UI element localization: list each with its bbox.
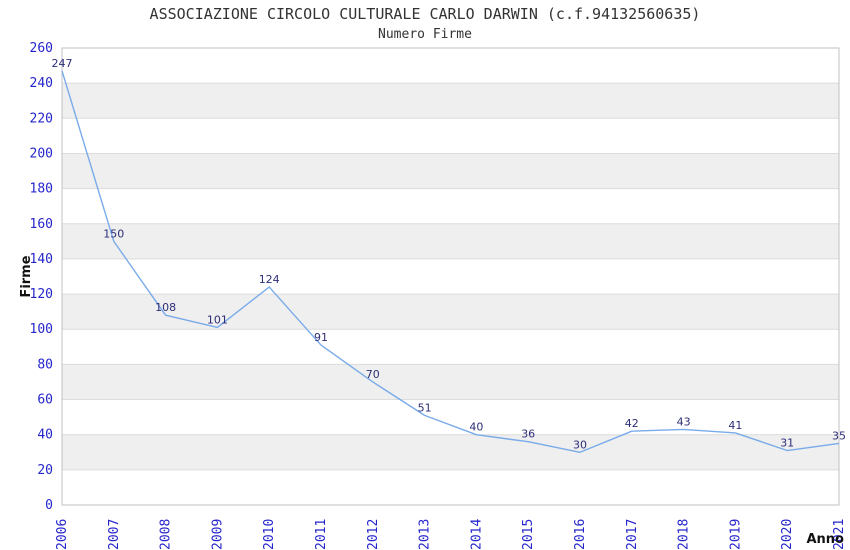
x-tick-label: 2008 — [159, 519, 174, 550]
x-tick-label: 2020 — [780, 519, 795, 550]
plot-band — [62, 294, 839, 330]
y-tick-label: 140 — [30, 252, 53, 267]
plot-band — [62, 434, 839, 470]
data-point-label: 108 — [155, 301, 176, 314]
data-point-label: 42 — [625, 417, 639, 430]
x-axis-title: Anno — [806, 532, 844, 547]
x-tick-label: 2015 — [521, 519, 536, 550]
data-point-label: 70 — [366, 368, 380, 381]
plot-band — [62, 83, 839, 119]
x-tick-label: 2016 — [573, 519, 588, 550]
plot-band — [62, 153, 839, 189]
data-point-label: 41 — [728, 419, 742, 432]
data-point-label: 101 — [207, 313, 228, 326]
x-tick-label: 2006 — [55, 519, 70, 550]
plot-band — [62, 223, 839, 259]
chart-subtitle: Numero Firme — [378, 27, 472, 42]
y-tick-label: 120 — [30, 287, 53, 302]
y-tick-label: 40 — [37, 428, 53, 443]
x-tick-label: 2019 — [728, 519, 743, 550]
data-point-label: 43 — [677, 415, 691, 428]
data-point-label: 150 — [103, 227, 124, 240]
y-axis-title: Firme — [19, 255, 34, 297]
x-tick-label: 2017 — [625, 519, 640, 550]
y-tick-label: 180 — [30, 182, 53, 197]
x-tick-label: 2011 — [314, 519, 329, 550]
x-tick-label: 2013 — [418, 519, 433, 550]
x-tick-label: 2007 — [107, 519, 122, 550]
y-tick-label: 200 — [30, 146, 53, 161]
x-tick-label: 2012 — [366, 519, 381, 550]
data-point-label: 35 — [832, 429, 846, 442]
y-tick-label: 20 — [37, 463, 53, 478]
data-point-label: 31 — [780, 437, 794, 450]
x-tick-label: 2014 — [469, 519, 484, 550]
x-tick-label: 2010 — [262, 519, 277, 550]
chart-title: ASSOCIAZIONE CIRCOLO CULTURALE CARLO DAR… — [149, 5, 701, 23]
y-tick-label: 0 — [45, 498, 53, 513]
x-tick-label: 2018 — [677, 519, 692, 550]
x-tick-label: 2009 — [210, 519, 225, 550]
plot-border — [61, 47, 840, 506]
data-point-label: 124 — [259, 273, 280, 286]
y-tick-label: 240 — [30, 76, 53, 91]
plot-band — [62, 364, 839, 400]
x-tick-label: 2021 — [832, 519, 847, 550]
y-tick-label: 100 — [30, 322, 53, 337]
y-tick-label: 80 — [37, 357, 53, 372]
data-point-label: 30 — [573, 438, 587, 451]
y-tick-label: 260 — [30, 41, 53, 56]
y-tick-label: 60 — [37, 393, 53, 408]
y-tick-label: 220 — [30, 111, 53, 126]
series-line — [61, 70, 840, 453]
data-point-label: 247 — [52, 57, 73, 70]
data-point-label: 51 — [418, 401, 432, 414]
y-tick-label: 160 — [30, 217, 53, 232]
data-point-label: 40 — [469, 421, 483, 434]
data-point-label: 91 — [314, 331, 328, 344]
data-point-label: 36 — [521, 428, 535, 441]
